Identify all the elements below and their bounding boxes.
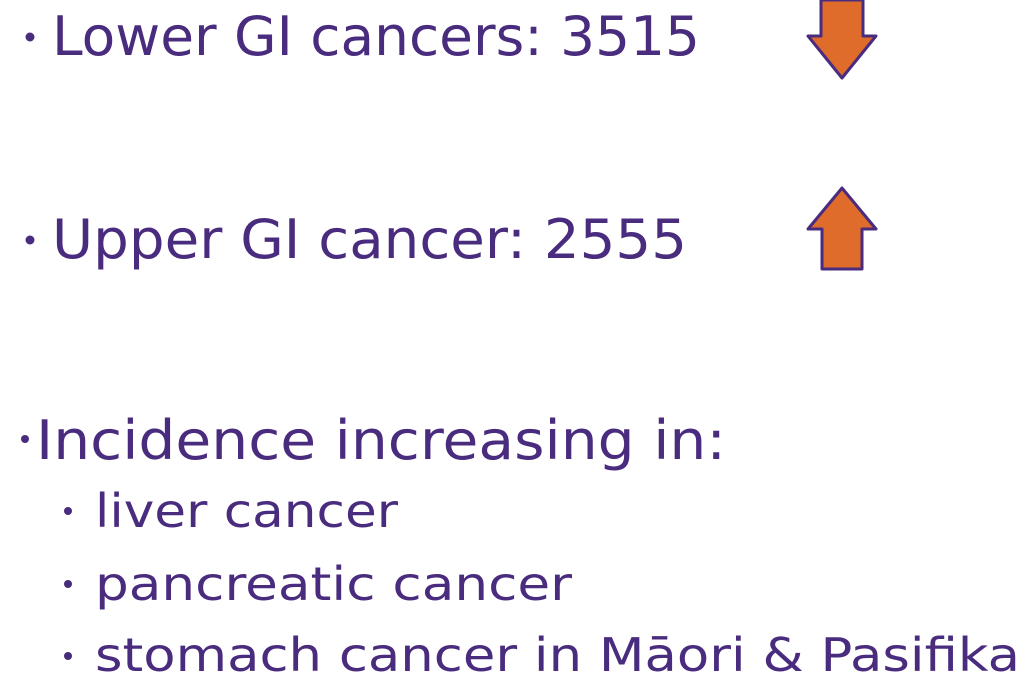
- sub-bullet-text: liver cancer: [95, 484, 398, 538]
- sub-bullet: [64, 507, 72, 515]
- bullet-text: Incidence increasing in:: [36, 409, 726, 472]
- sub-bullet-text: pancreatic cancer: [95, 557, 572, 611]
- bullet-text: Lower GI cancers: 3515: [52, 5, 700, 68]
- bullet: [21, 435, 29, 443]
- sub-bullet-text: stomach cancer in Māori & Pasifika: [95, 628, 1020, 677]
- bullet-text: Upper GI cancer: 2555: [52, 208, 687, 271]
- down-arrow: [806, 0, 878, 80]
- sub-bullet: [64, 652, 72, 660]
- sub-bullet: [64, 580, 72, 588]
- up-arrow: [806, 186, 878, 271]
- bullet: [25, 32, 35, 42]
- bullet: [25, 235, 35, 245]
